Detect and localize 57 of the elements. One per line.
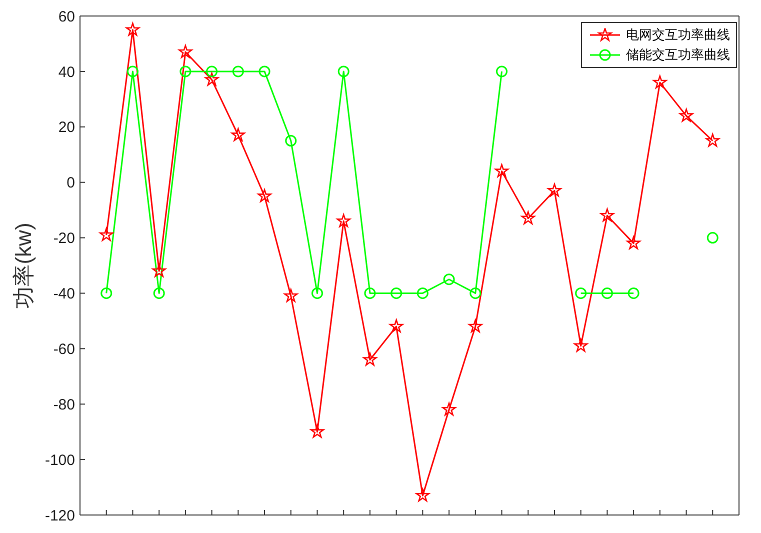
y-tick-label: -40 xyxy=(53,286,75,303)
point xyxy=(206,66,218,78)
point xyxy=(363,352,377,366)
point xyxy=(336,214,350,228)
point xyxy=(100,228,114,241)
point xyxy=(494,164,509,178)
point xyxy=(389,319,404,332)
point xyxy=(626,236,640,250)
point xyxy=(338,66,350,78)
point xyxy=(126,66,138,78)
point xyxy=(204,72,219,86)
point xyxy=(152,264,166,277)
y-axis-title: 功率(kw) xyxy=(10,222,36,308)
y-tick-label: -120 xyxy=(44,507,75,524)
point xyxy=(470,287,482,299)
point xyxy=(679,108,694,122)
point xyxy=(285,135,297,146)
point xyxy=(416,287,428,299)
point xyxy=(390,287,402,299)
y-tick-label: -80 xyxy=(53,396,75,414)
point xyxy=(443,274,455,286)
point xyxy=(496,66,508,78)
point xyxy=(364,287,376,299)
point xyxy=(416,488,430,502)
point xyxy=(100,287,112,299)
y-tick-label: -60 xyxy=(53,340,75,358)
point xyxy=(653,75,667,88)
point xyxy=(258,189,272,202)
legend-label: 储能交互功率曲线 xyxy=(626,47,730,64)
point xyxy=(575,287,587,299)
point xyxy=(628,287,640,299)
y-tick-label: 40 xyxy=(58,64,75,81)
point xyxy=(521,211,535,224)
y-tick-label: 0 xyxy=(66,174,75,192)
point xyxy=(442,402,456,416)
point xyxy=(153,287,165,299)
point xyxy=(178,44,192,58)
y-tick-label: -100 xyxy=(44,452,75,469)
point xyxy=(180,66,192,78)
point xyxy=(232,66,244,78)
legend-label: 电网交互功率曲线 xyxy=(626,27,730,44)
point xyxy=(231,128,245,142)
point xyxy=(468,319,482,332)
y-tick-label: 20 xyxy=(58,119,75,136)
point xyxy=(311,287,323,299)
y-tick-label: 60 xyxy=(58,8,75,26)
point xyxy=(310,424,324,438)
point xyxy=(600,208,614,222)
point xyxy=(284,288,298,302)
y-tick-label: -20 xyxy=(53,230,75,248)
point xyxy=(258,66,270,78)
point xyxy=(126,22,140,36)
point xyxy=(548,184,562,197)
point xyxy=(574,338,588,352)
point xyxy=(706,232,718,244)
point xyxy=(706,134,720,147)
point xyxy=(601,287,613,299)
